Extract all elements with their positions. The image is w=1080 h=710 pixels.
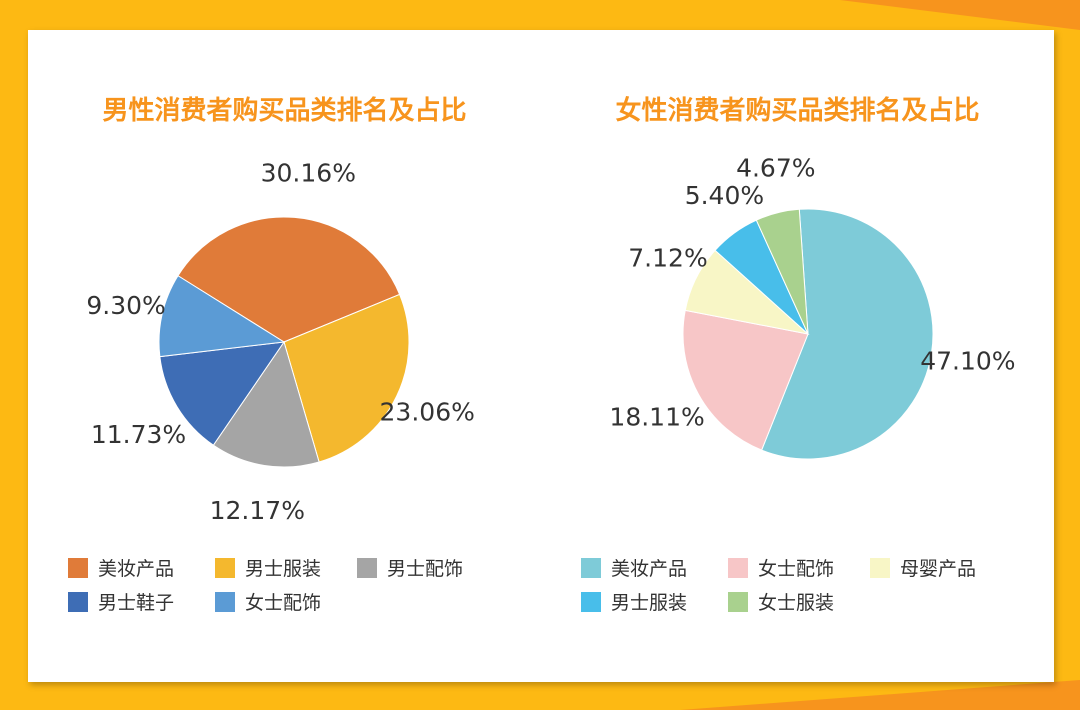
data-label: 18.11%	[609, 403, 704, 432]
legend-label: 美妆产品	[611, 558, 688, 580]
data-label: 9.30%	[86, 291, 165, 320]
legend-label: 男士服装	[245, 558, 322, 580]
data-label: 7.12%	[628, 243, 707, 272]
legend-item: 女士服装	[728, 588, 834, 615]
background-corner-bottom	[680, 680, 1080, 710]
background-corner-top	[840, 0, 1080, 30]
male-chart-panel: 男性消费者购买品类排名及占比 30.16% 23.06% 12.17% 11.73% 9…	[28, 30, 541, 682]
pie-slice	[283, 293, 410, 463]
male-chart-title: 男性消费者购买品类排名及占比	[102, 96, 467, 126]
legend-label: 美妆产品	[98, 558, 175, 580]
legend-item: 男士鞋子	[68, 588, 174, 615]
legend-item: 母婴产品	[870, 554, 976, 581]
legend-item: 男士配饰	[357, 554, 463, 581]
male-pie-chart: 30.16% 23.06% 12.17% 11.73% 9.30%	[86, 159, 475, 525]
legend-swatch	[870, 557, 890, 578]
data-label: 5.40%	[685, 181, 764, 210]
legend-swatch	[68, 591, 88, 612]
pie-slice	[682, 309, 809, 451]
legend-swatch	[728, 591, 748, 612]
legend-swatch	[68, 557, 88, 578]
legend-swatch	[728, 557, 748, 578]
legend-item: 美妆产品	[581, 554, 687, 581]
pie-slice	[212, 340, 320, 468]
legend-swatch	[581, 557, 601, 578]
legend-label: 男士鞋子	[98, 592, 175, 614]
pie-slice	[158, 275, 286, 358]
female-pie-chart: 47.10% 18.11% 7.12% 5.40%4.67%	[609, 153, 1016, 460]
pie-slice	[755, 208, 809, 335]
pie-slice	[159, 341, 286, 446]
legend-label: 女士服装	[758, 592, 835, 614]
pie-slice	[760, 208, 934, 460]
legend-item: 男士服装	[581, 588, 687, 615]
legend-label: 母婴产品	[900, 558, 977, 580]
chart-card: 男性消费者购买品类排名及占比 30.16% 23.06% 12.17% 11.73% 9…	[28, 30, 1054, 682]
legend-label: 女士配饰	[758, 558, 835, 580]
legend-swatch	[581, 591, 601, 612]
data-label: 23.06%	[380, 398, 475, 427]
data-label: 12.17%	[210, 496, 305, 525]
legend-swatch	[357, 557, 377, 578]
legend-item: 女士配饰	[728, 554, 834, 581]
data-label: 4.67%	[736, 153, 815, 182]
pie-slice	[177, 216, 401, 343]
legend-item: 美妆产品	[68, 554, 174, 581]
legend-item: 男士服装	[215, 554, 321, 581]
legend-label: 女士配饰	[245, 592, 322, 614]
legend-swatch	[215, 591, 235, 612]
female-chart-title: 女性消费者购买品类排名及占比	[615, 96, 980, 126]
legend-swatch	[215, 557, 235, 578]
legend-label: 男士服装	[611, 592, 688, 614]
legend-label: 男士配饰	[387, 558, 464, 580]
data-label: 11.73%	[91, 420, 186, 449]
data-label: 30.16%	[261, 159, 356, 188]
data-label: 47.10%	[920, 347, 1015, 376]
legend-item: 女士配饰	[215, 588, 321, 615]
female-chart-panel: 女性消费者购买品类排名及占比 47.10% 18.11% 7.12% 5.40% 4.6…	[541, 30, 1054, 682]
